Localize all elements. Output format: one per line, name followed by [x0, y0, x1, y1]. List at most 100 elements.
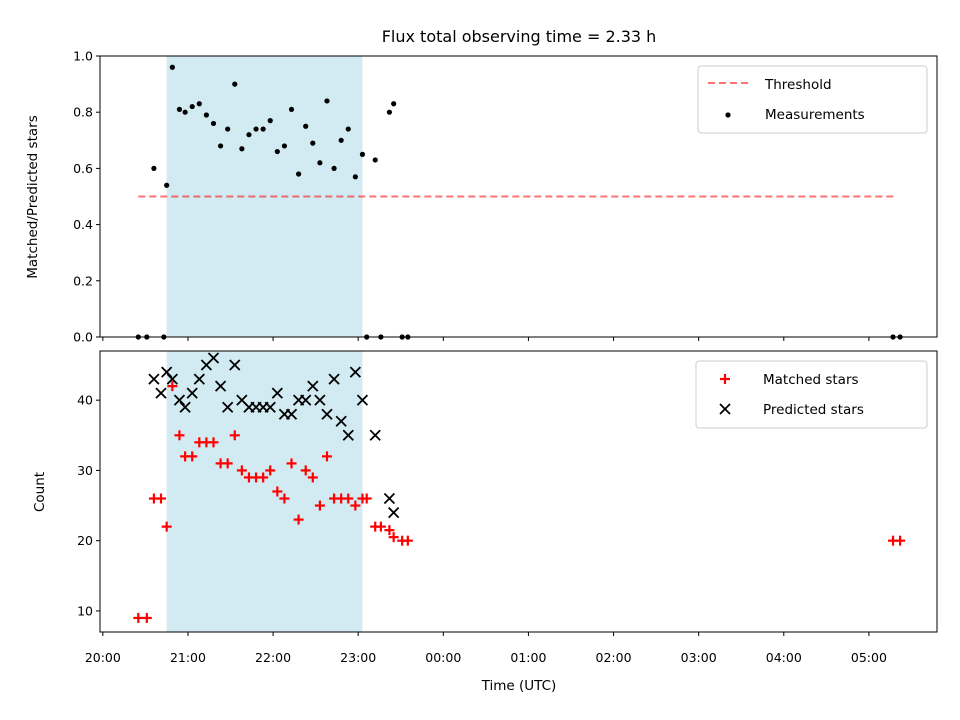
predicted-stars-point: [229, 359, 241, 371]
predicted-stars-point: [264, 401, 276, 413]
y-tick-label: 0.4: [73, 217, 93, 232]
measurement-point: [246, 132, 252, 138]
measurement-point: [331, 165, 337, 171]
matched-stars-point: [236, 465, 247, 476]
matched-stars-point: [258, 472, 269, 483]
predicted-stars-point: [356, 394, 369, 406]
x-tick-label: 01:00: [510, 650, 546, 665]
ratio-panel-ylabel: Matched/Predicted stars: [25, 115, 41, 278]
matched-stars-point: [300, 465, 311, 476]
x-tick-label: 23:00: [340, 650, 376, 665]
count-legend: Matched stars Predicted stars: [695, 360, 928, 429]
measurement-point: [253, 126, 259, 132]
predicted-stars-point: [307, 380, 319, 392]
measurement-point: [317, 160, 323, 166]
matched-stars-point: [361, 493, 372, 504]
x-axis-label: Time (UTC): [481, 678, 557, 694]
legend-measurements-label: Measurements: [765, 107, 865, 123]
matched-stars-point: [208, 437, 219, 448]
measurement-point: [182, 109, 188, 115]
predicted-stars-point: [271, 387, 283, 399]
x-tick-label: 04:00: [766, 650, 802, 665]
y-tick-label: 0.0: [73, 330, 93, 345]
predicted-stars-point: [222, 401, 234, 413]
y-tick-label: 0.6: [73, 161, 93, 176]
matched-stars-point: [375, 521, 386, 532]
measurement-point: [225, 126, 231, 132]
matched-stars-point: [279, 493, 290, 504]
x-tick-label: 20:00: [85, 650, 121, 665]
predicted-stars-point: [148, 373, 160, 385]
measurement-point: [267, 118, 273, 124]
matched-stars-point: [402, 535, 413, 546]
measurement-point: [303, 123, 309, 129]
matched-stars-point: [167, 381, 178, 392]
ratio-legend: Threshold Measurements: [697, 65, 928, 134]
matched-stars-point: [265, 465, 276, 476]
measurement-point: [189, 103, 195, 110]
predicted-stars-point: [285, 408, 298, 420]
predicted-stars-point: [193, 373, 205, 385]
x-tick-label: 22:00: [255, 650, 291, 665]
predicted-stars-point: [335, 415, 347, 427]
legend-matched-label: Matched stars: [763, 372, 859, 388]
count-panel: 10 20 30 40 20:00 21:00 22:00 23:00 00:00 01:00 0…: [32, 350, 938, 694]
matched-stars-point: [321, 451, 332, 462]
measurement-point: [239, 146, 245, 152]
matched-stars-point: [307, 472, 318, 483]
measurement-point: [288, 106, 295, 112]
measurement-point: [151, 165, 157, 171]
y-tick-label: 30: [77, 463, 93, 478]
predicted-stars-point: [314, 394, 326, 406]
measurement-point: [210, 120, 217, 127]
ratio-panel: 0.0 0.2 0.4 0.6 0.8 1.0 Matched/Predicted sta…: [25, 49, 938, 345]
matched-stars-point: [350, 500, 361, 511]
legend-predicted-marker: [719, 403, 731, 415]
predicted-stars-point: [207, 352, 220, 364]
predicted-stars-point: [321, 408, 333, 420]
measurement-point: [391, 101, 397, 107]
matched-stars-point: [141, 612, 152, 623]
measurement-point: [352, 174, 358, 180]
predicted-stars-point: [166, 373, 178, 385]
count-panel-ylabel: Count: [32, 472, 48, 512]
measurement-point: [196, 101, 202, 107]
matched-stars-point: [293, 514, 304, 525]
matched-stars-point: [343, 493, 354, 504]
y-tick-label: 10: [77, 603, 93, 618]
matched-stars-point: [133, 612, 144, 623]
x-tick-label: 21:00: [170, 650, 206, 665]
predicted-stars-point: [328, 373, 340, 385]
x-tick-label: 03:00: [681, 650, 717, 665]
matched-stars-point: [156, 493, 167, 504]
predicted-stars-point: [383, 492, 396, 505]
matched-stars-point: [222, 458, 233, 469]
matched-stars-point: [272, 486, 283, 497]
matched-stars-point: [314, 500, 325, 511]
measurement-point: [217, 143, 224, 149]
y-tick-label: 20: [77, 533, 93, 548]
measurement-point: [372, 157, 378, 163]
measurement-point: [232, 81, 238, 87]
matched-stars-point: [286, 458, 297, 469]
legend-threshold-label: Threshold: [764, 77, 832, 93]
measurement-point: [310, 140, 316, 146]
x-tick-label: 05:00: [851, 650, 887, 665]
y-tick-label: 1.0: [73, 49, 93, 64]
measurement-point: [338, 137, 344, 143]
measurement-point: [203, 112, 209, 118]
predicted-stars-point: [388, 506, 400, 519]
y-tick-label: 0.2: [73, 273, 93, 288]
predicted-stars-point: [186, 387, 198, 399]
measurement-point: [359, 151, 366, 157]
matched-stars-point: [384, 525, 395, 536]
predicted-stars-point: [342, 429, 354, 441]
predicted-stars-point: [369, 429, 381, 441]
matched-stars-point: [895, 535, 906, 546]
x-tick-label: 02:00: [596, 650, 632, 665]
chart-title: Flux total observing time = 2.33 h: [382, 27, 657, 46]
predicted-stars-point: [349, 366, 361, 378]
legend-measurements-marker: [725, 112, 731, 118]
predicted-stars-point: [214, 380, 227, 392]
